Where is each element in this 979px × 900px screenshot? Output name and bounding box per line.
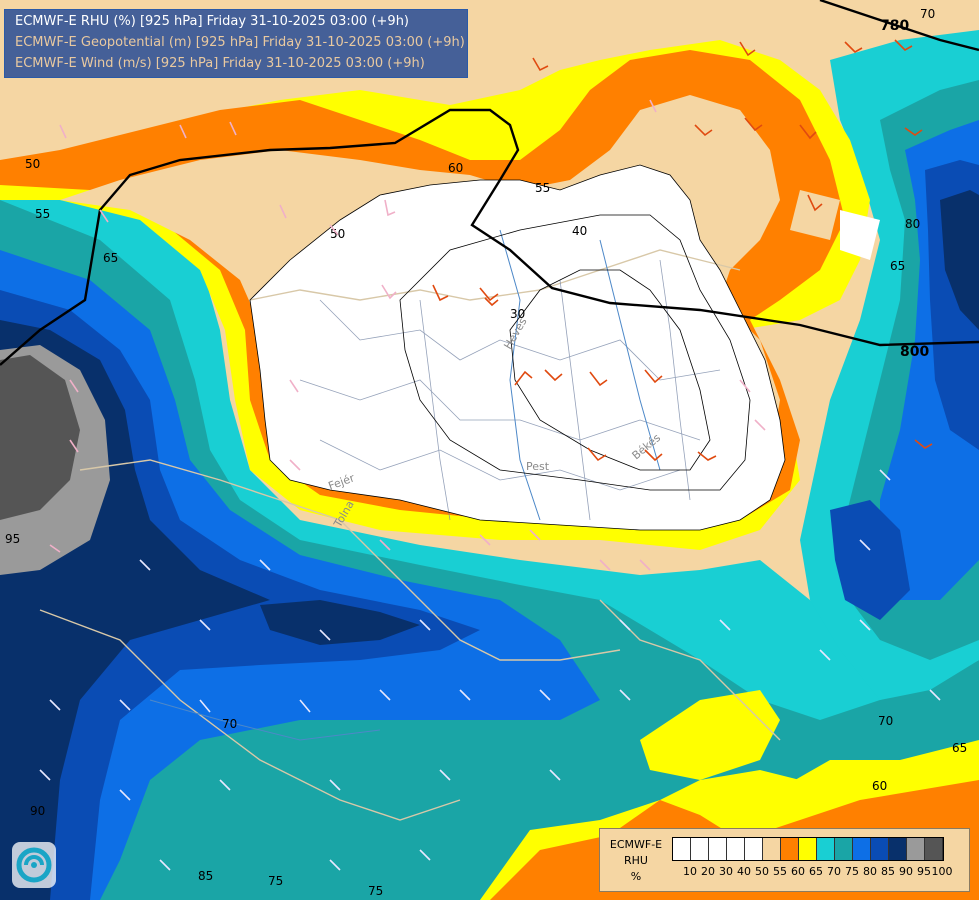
legend-tick-label: 40 [737, 865, 751, 878]
contour-label: 70 [878, 714, 893, 728]
legend-tick-label: 100 [931, 865, 953, 878]
contour-labels: 50 55 65 60 55 50 40 30 80 65 70 95 70 7… [5, 7, 967, 898]
legend-swatches [672, 837, 944, 861]
contour-label: 90 [30, 804, 45, 818]
rhu-legend: ECMWF-E RHU % 10 20 30 40 50 55 60 65 70 75 80 85 90… [599, 828, 970, 892]
legend-swatch [691, 838, 709, 860]
legend-swatch [835, 838, 853, 860]
legend-title-line: ECMWF-E [609, 838, 663, 851]
wind-title: ECMWF-E Wind (m/s) [925 hPa] Friday 31-1… [15, 56, 425, 71]
legend-tick-label: 50 [755, 865, 769, 878]
contour-label: 85 [198, 869, 213, 883]
legend-title-line: % [630, 870, 642, 883]
legend-swatch [853, 838, 871, 860]
contour-label: 50 [25, 157, 40, 171]
contour-label: 80 [905, 217, 920, 231]
legend-tick-label: 70 [827, 865, 841, 878]
legend-tick-label: 80 [863, 865, 877, 878]
contour-label: 65 [952, 741, 967, 755]
contour-label: 95 [5, 532, 20, 546]
legend-tick-label: 95 [917, 865, 931, 878]
legend-swatch [889, 838, 907, 860]
legend-tick-label: 20 [701, 865, 715, 878]
rivers [149, 229, 661, 741]
wind-barbs-light [49, 99, 766, 571]
map-header: ECMWF-E RHU (%) [925 hPa] Friday 31-10-2… [4, 9, 468, 78]
legend-tick-label: 75 [845, 865, 859, 878]
legend-title: ECMWF-E RHU % [600, 837, 672, 885]
contour-label: 70 [222, 717, 237, 731]
wind-barbs-pale [39, 469, 941, 871]
legend-swatch [763, 838, 781, 860]
geopotential-label: 800 [900, 344, 929, 360]
legend-swatch [925, 838, 943, 860]
contour-label: 55 [535, 181, 550, 195]
legend-swatch [781, 838, 799, 860]
wind-barbs-strong [432, 39, 933, 462]
rhu-contours [249, 164, 786, 531]
legend-tick-label: 90 [899, 865, 913, 878]
legend-swatch [745, 838, 763, 860]
geopotential-title: ECMWF-E Geopotential (m) [925 hPa] Frida… [15, 35, 465, 50]
rhu-fill-regions [0, 30, 979, 900]
legend-tick-label: 55 [773, 865, 787, 878]
contour-label: 40 [572, 224, 587, 238]
contour-label: 70 [920, 7, 935, 21]
legend-tick-label: 65 [809, 865, 823, 878]
legend-swatch [907, 838, 925, 860]
contour-label: 75 [368, 884, 383, 898]
logo [12, 842, 56, 888]
legend-swatch [727, 838, 745, 860]
legend-swatch [709, 838, 727, 860]
contour-label: 60 [872, 779, 887, 793]
legend-ticks: 10 20 30 40 50 55 60 65 70 75 80 85 90 95 100 [672, 865, 972, 879]
legend-tick-label: 10 [683, 865, 697, 878]
contour-label: 65 [890, 259, 905, 273]
geopotential-label: 780 [880, 18, 909, 34]
contour-label: 55 [35, 207, 50, 221]
legend-title-line: RHU [624, 854, 648, 867]
legend-swatch [799, 838, 817, 860]
contour-label: 75 [268, 874, 283, 888]
legend-tick-label: 60 [791, 865, 805, 878]
rhu-title: ECMWF-E RHU (%) [925 hPa] Friday 31-10-2… [15, 14, 409, 29]
contour-label: 30 [510, 307, 525, 321]
legend-tick-label: 85 [881, 865, 895, 878]
contour-label: 65 [103, 251, 118, 265]
contour-label: 60 [448, 161, 463, 175]
wind-barbs [39, 39, 941, 871]
legend-swatch [817, 838, 835, 860]
legend-swatch [871, 838, 889, 860]
legend-tick-label: 30 [719, 865, 733, 878]
geopotential-lines [0, 0, 979, 366]
logo-icon [16, 847, 52, 883]
county-lines [299, 259, 721, 521]
place-label: Pest [526, 460, 550, 473]
legend-swatch [673, 838, 691, 860]
